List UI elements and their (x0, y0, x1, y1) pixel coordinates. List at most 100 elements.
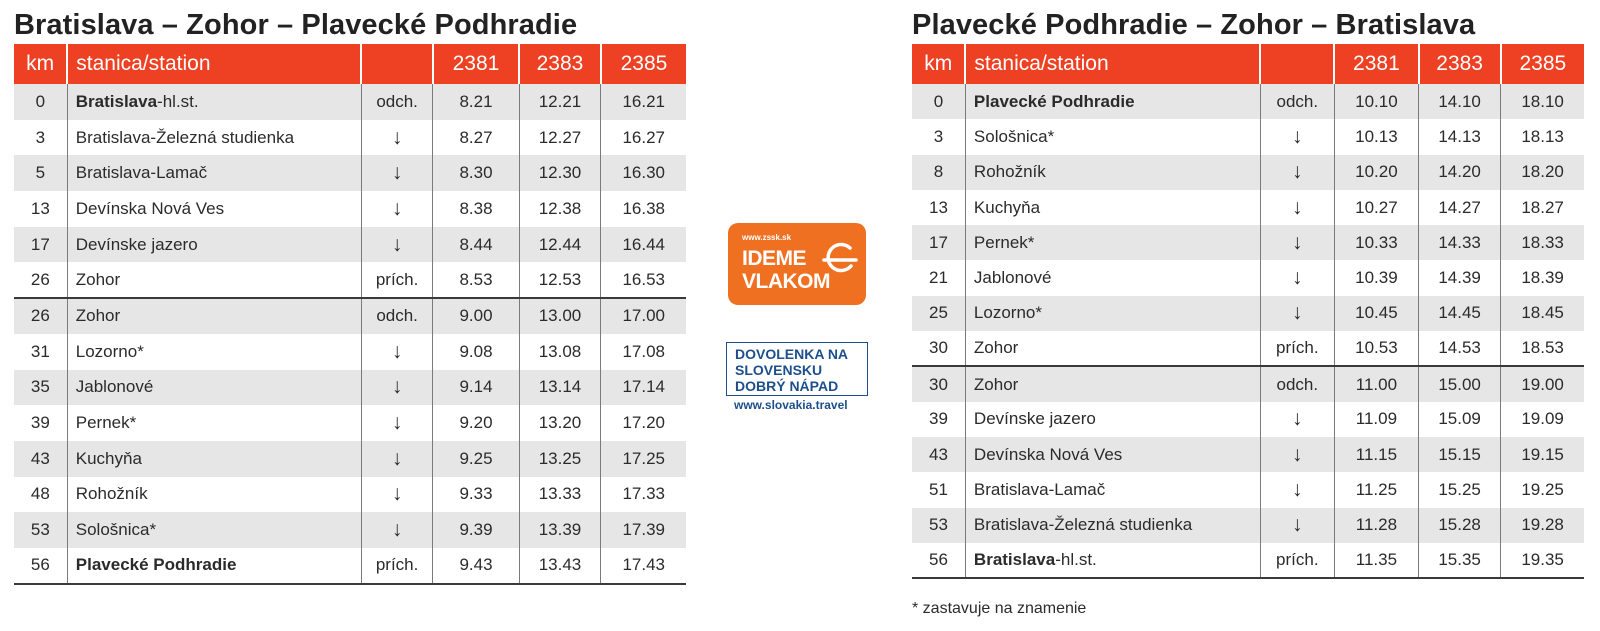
time-cell-2383: 14.20 (1418, 154, 1502, 190)
pass-through-arrow-icon: ↓ (1260, 260, 1335, 296)
station-cell: Devínske jazero (67, 226, 362, 263)
time-cell-2385: 18.33 (1500, 225, 1584, 261)
km-cell: 5 (14, 155, 68, 192)
time-cell-2383: 14.13 (1418, 119, 1502, 155)
table-row: 53 Bratislava-Železná studienka ↓ 11.28 15.2… (912, 507, 1584, 543)
station-cell: Devínske jazero (965, 401, 1261, 437)
table-row: 13 Kuchyňa ↓ 10.27 14.27 18.27 (912, 189, 1584, 226)
time-cell-2383: 14.33 (1418, 225, 1502, 261)
table-row: 17 Devínske jazero ↓ 8.44 12.44 16.44 (14, 226, 686, 263)
station-name: Jablonové (973, 268, 1052, 288)
time-cell-2385: 17.08 (622, 341, 665, 361)
time-cell-2381: 10.53 (1334, 331, 1420, 367)
pass-through-arrow-icon: ↓ (1260, 119, 1335, 155)
pass-through-arrow-icon: ↓ (361, 226, 434, 263)
station-name: Pernek* (973, 232, 1035, 252)
station-name: Devínske jazero (75, 234, 198, 254)
time-cell-2383: 12.27 (519, 119, 602, 156)
time-cell-2385: 18.45 (1500, 295, 1584, 332)
timetable-outbound: Bratislava – Zohor – Plavecké Podhradie … (14, 6, 686, 585)
time-cell-2383: 13.39 (519, 512, 602, 548)
station-suffix: -hl.st. (1055, 550, 1097, 569)
station-name: Zohor (75, 306, 121, 326)
time-cell-2383: 13.25 (519, 440, 602, 477)
return-title: Plavecké Podhradie – Zohor – Bratislava (912, 9, 1476, 41)
km-cell: 0 (14, 84, 68, 120)
time-cell-2385: 19.00 (1500, 365, 1584, 402)
station-cell: Rohožník (965, 154, 1261, 190)
slovakia-line3: DOBRÝ NÁPAD (735, 378, 839, 394)
station-name: Kuchyňa (973, 197, 1041, 217)
station-cell: Zohor (67, 297, 362, 334)
slovakia-logo: DOVOLENKA NA SLOVENSKU DOBRÝ NÁPAD (726, 342, 868, 396)
station-name: Zohor (973, 374, 1019, 394)
stop-type-cell: prích. (361, 547, 434, 585)
station-cell: Kuchyňa (67, 440, 362, 477)
time-cell-2381: 8.38 (432, 191, 520, 227)
km-cell: 3 (912, 119, 966, 155)
time-cell-2385: 18.27 (1521, 197, 1564, 217)
outbound-title: Bratislava – Zohor – Plavecké Podhradie (14, 9, 578, 41)
station-cell: Jablonové (67, 369, 362, 406)
pass-through-arrow-icon: ↓ (361, 440, 434, 477)
table-row: 13 Devínska Nová Ves ↓ 8.38 12.38 16.38 (14, 191, 686, 227)
table-row: 30 Zohor odch. 11.00 15.00 19.00 (912, 365, 1584, 402)
time-cell-2385: 19.09 (1521, 409, 1564, 429)
footnote: * zastavuje na znamenie (912, 600, 1087, 617)
zssk-url: www.zssk.sk (742, 233, 792, 242)
time-cell-2381: 11.15 (1334, 436, 1420, 473)
station-name: Sološnica* (973, 126, 1055, 146)
station-name: Devínska Nová Ves (75, 198, 225, 218)
time-cell-2385: 18.20 (1500, 154, 1584, 190)
train-2381-header: 2381 (432, 44, 521, 84)
km-cell: 35 (14, 369, 68, 406)
time-cell-2381: 10.13 (1334, 119, 1420, 155)
pass-through-arrow-icon: ↓ (361, 369, 434, 406)
time-cell-2383: 13.00 (519, 297, 602, 334)
station-name: Lozorno* (973, 303, 1042, 323)
km-cell: 8 (912, 154, 966, 190)
km-cell: 39 (912, 401, 966, 437)
time-cell-2383: 15.09 (1418, 401, 1502, 437)
time-cell-2383: 13.33 (519, 476, 602, 513)
table-row: 56 Plavecké Podhradie prích. 9.43 13.43 17.43 (14, 547, 686, 585)
km-cell: 53 (912, 507, 966, 543)
station-header: stanica/station (965, 44, 1262, 84)
km-cell: 13 (14, 191, 68, 227)
time-cell-2383: 15.35 (1418, 542, 1502, 580)
stop-type-cell: odch. (1260, 365, 1335, 402)
station-name: Plavecké Podhradie (75, 555, 237, 575)
station-cell: Bratislava-hl.st. (67, 84, 362, 120)
zssk-slogan-line2: VLAKOM (742, 270, 831, 293)
time-cell-2381: 8.44 (432, 226, 520, 263)
time-cell-2381: 9.33 (432, 476, 520, 513)
km-cell: 53 (14, 512, 68, 548)
time-cell-2383: 14.45 (1418, 295, 1502, 332)
km-cell: 13 (912, 189, 966, 226)
time-cell-2385: 16.44 (600, 226, 686, 263)
stop-type-cell: odch. (361, 84, 434, 120)
km-cell: 30 (912, 331, 966, 367)
table-row: 8 Rohožník ↓ 10.20 14.20 18.20 (912, 154, 1584, 190)
table-row: 25 Lozorno* ↓ 10.45 14.45 18.45 (912, 295, 1584, 332)
slovakia-url: www.slovakia.travel (734, 398, 848, 412)
pass-through-arrow-icon: ↓ (361, 155, 434, 192)
pass-through-arrow-icon: ↓ (361, 333, 434, 370)
station-name: Pernek* (75, 413, 137, 433)
station-name: Bratislava (75, 91, 158, 111)
table-row: 35 Jablonové ↓ 9.14 13.14 17.14 (14, 369, 686, 406)
table-row: 0 Bratislava-hl.st. odch. 8.21 12.21 16.21 (14, 84, 686, 120)
time-cell-2385: 16.38 (622, 198, 665, 218)
station-cell: Bratislava-Lamač (965, 472, 1261, 508)
time-cell-2385: 17.39 (600, 512, 686, 548)
station-name: Rohožník (75, 484, 148, 504)
pass-through-arrow-icon: ↓ (1260, 401, 1335, 437)
km-cell: 3 (14, 119, 68, 156)
slovakia-line1: DOVOLENKA NA (735, 346, 849, 362)
km-cell: 26 (14, 297, 68, 334)
station-name: Devínska Nová Ves (973, 444, 1123, 464)
time-cell-2383: 13.20 (519, 405, 602, 441)
km-cell: 21 (912, 260, 966, 296)
time-cell-2381: 8.27 (432, 119, 520, 156)
station-cell: Lozorno* (965, 295, 1261, 332)
